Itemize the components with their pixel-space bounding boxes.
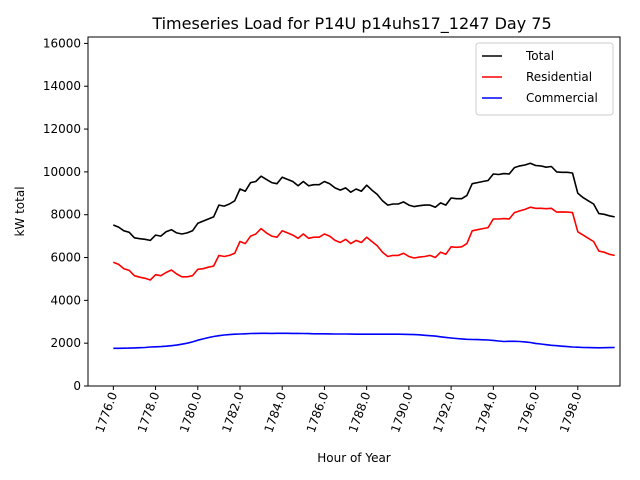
- x-tick-label: 1798.0: [557, 390, 585, 434]
- x-tick-label: 1778.0: [135, 390, 163, 434]
- y-tick-label: 6000: [50, 251, 81, 265]
- legend-label-residential: Residential: [526, 70, 592, 84]
- legend-box: [475, 42, 614, 116]
- x-tick-label: 1780.0: [177, 390, 205, 434]
- y-tick-label: 14000: [43, 79, 81, 93]
- y-tick-label: 8000: [50, 208, 81, 222]
- x-axis-ticks: 1776.0 1778.0 1780.0 1782.0 1784.0 1786.0 1788…: [93, 386, 585, 434]
- plot-frame: [87, 36, 621, 387]
- legend: Total Residential Commercial: [475, 42, 614, 116]
- x-tick-label: 1786.0: [304, 390, 332, 434]
- chart-title: Timeseries Load for P14U p14uhs17_1247 D…: [151, 14, 551, 34]
- y-axis-ticks: 0 2000 4000 6000 8000 10000 12000 14000 16000: [43, 36, 88, 393]
- y-tick-label: 4000: [50, 293, 81, 307]
- x-tick-label: 1788.0: [346, 390, 374, 434]
- series-line-residential: [112, 206, 615, 281]
- x-tick-label: 1792.0: [430, 390, 458, 434]
- x-tick-label: 1796.0: [515, 390, 543, 434]
- series-line-commercial: [113, 332, 615, 350]
- y-tick-label: 2000: [50, 336, 81, 350]
- legend-label-commercial: Commercial: [526, 91, 598, 105]
- y-tick-label: 0: [73, 379, 81, 393]
- x-tick-label: 1794.0: [473, 390, 501, 434]
- series-line-total: [113, 162, 615, 242]
- legend-label-total: Total: [525, 49, 554, 63]
- y-tick-label: 10000: [43, 165, 81, 179]
- x-tick-label: 1776.0: [93, 390, 121, 434]
- x-axis-label: Hour of Year: [317, 451, 391, 465]
- y-tick-label: 16000: [43, 36, 81, 50]
- x-tick-label: 1782.0: [219, 390, 247, 434]
- x-tick-label: 1784.0: [262, 390, 290, 434]
- series-lines: [112, 162, 615, 350]
- y-tick-label: 12000: [43, 122, 81, 136]
- x-tick-label: 1790.0: [388, 390, 416, 434]
- y-axis-label: kW total: [13, 186, 27, 236]
